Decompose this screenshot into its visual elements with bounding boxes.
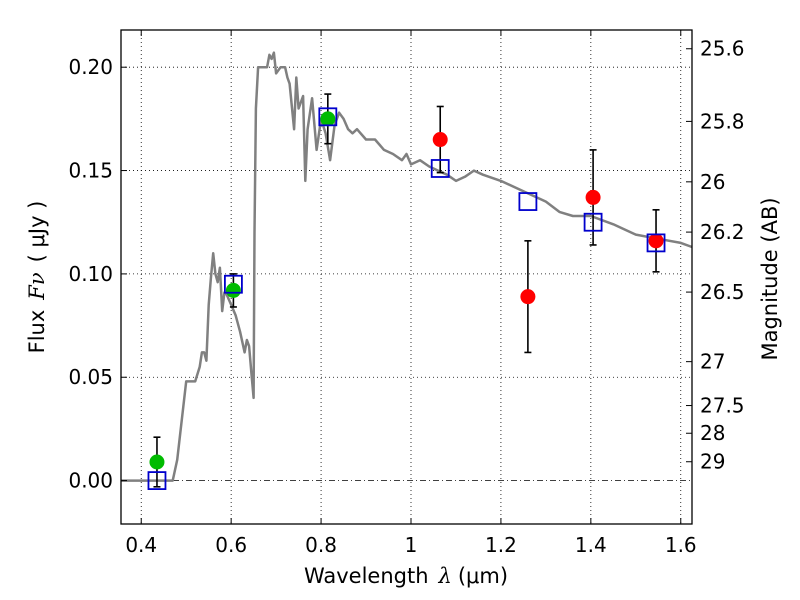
model-photometry-point xyxy=(318,107,338,127)
magnitude-tick-label: 27.5 xyxy=(700,394,745,418)
x-tick-label: 1.2 xyxy=(485,533,517,557)
model-photometry-point xyxy=(583,212,603,232)
observed-green-point xyxy=(320,111,336,127)
x-tick-label: 0.8 xyxy=(305,533,337,557)
model-photometry-point xyxy=(518,192,538,211)
observed-green-point xyxy=(149,454,165,470)
observed-green-point xyxy=(225,282,241,298)
y-tick-label: 0.15 xyxy=(68,159,113,183)
x-tick-label: 1 xyxy=(405,533,418,557)
axis-ticks: 0.4 0.6 0.8 1 1.2 1.4 1.6 0.00 0.05 0.10 0.15 0.20 2… xyxy=(68,30,745,557)
observed-red-point xyxy=(648,233,664,249)
observed-red-point xyxy=(520,289,536,305)
y-tick-label: 0.00 xyxy=(68,469,113,493)
magnitude-tick-label: 26.5 xyxy=(700,280,745,304)
y-axis-label: FluxFν( μJy ) xyxy=(25,201,49,354)
observed-red-point xyxy=(585,189,601,205)
series-layer xyxy=(121,51,693,490)
y-tick-label: 0.10 xyxy=(68,262,113,286)
plot-frame xyxy=(120,29,693,525)
magnitude-tick-label: 26 xyxy=(700,170,725,194)
x-tick-label: 1.6 xyxy=(665,533,697,557)
model-photometry-point xyxy=(430,159,450,178)
x-tick-label: 1.4 xyxy=(575,533,607,557)
y-tick-label: 0.20 xyxy=(68,55,113,79)
x-tick-label: 0.6 xyxy=(215,533,247,557)
x-tick-label: 0.4 xyxy=(125,533,157,557)
observed-red-point xyxy=(432,132,448,148)
magnitude-tick-label: 26.2 xyxy=(700,220,745,244)
y-tick-label: 0.05 xyxy=(68,365,113,389)
magnitude-tick-label: 27 xyxy=(700,350,725,374)
model-photometry-point xyxy=(646,233,666,253)
magnitude-tick-label: 28 xyxy=(700,421,725,445)
model-photometry-point xyxy=(224,274,243,294)
model-photometry-point xyxy=(147,471,167,490)
magnitude-tick-label: 25.6 xyxy=(700,37,745,61)
grid xyxy=(121,30,692,524)
magnitude-tick-label: 29 xyxy=(700,450,725,474)
magnitude-axis-label: Magnitude (AB) xyxy=(758,197,782,360)
magnitude-tick-label: 25.8 xyxy=(700,109,745,133)
model-spectrum-line xyxy=(121,51,693,482)
x-axis-label: Wavelength λ (μm) xyxy=(304,564,508,588)
